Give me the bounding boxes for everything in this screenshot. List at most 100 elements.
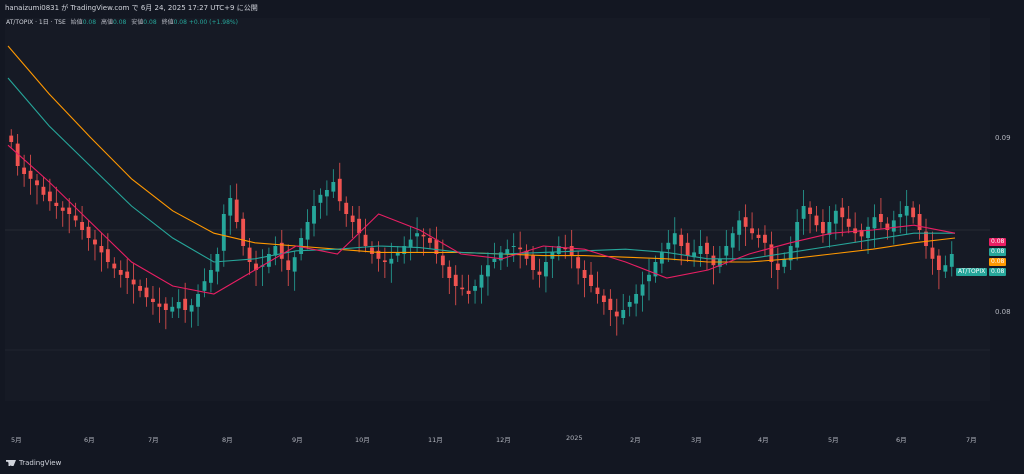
close-value: 0.08 — [173, 19, 187, 26]
time-axis[interactable]: 5月 6月 7月 8月 9月 10月 11月 12月 2025 2月 3月 4月 5月 6月 7月 — [0, 434, 1024, 448]
candle — [112, 263, 117, 269]
candle — [389, 258, 394, 264]
candle — [428, 238, 432, 243]
candle — [756, 234, 761, 238]
candle — [105, 249, 110, 262]
candle — [344, 202, 349, 214]
candle — [685, 242, 690, 256]
candle — [763, 234, 767, 243]
candle — [331, 182, 336, 192]
candle — [679, 234, 684, 246]
candle — [608, 298, 613, 310]
published-text: hanaizumi0831 が TradingView.com で 6月 24,… — [5, 4, 258, 12]
candle — [460, 287, 465, 290]
candle — [492, 258, 497, 262]
symbol-legend: AT/TOPIX · 1日 · TSE 始値0.08 高値0.08 安値0.08… — [6, 18, 238, 28]
candle — [589, 274, 593, 286]
candle — [840, 207, 845, 218]
candle — [853, 228, 858, 234]
candle — [634, 294, 639, 304]
high-value: 0.08 — [112, 19, 127, 26]
high-label: 高値 — [100, 19, 113, 26]
candle — [247, 247, 252, 262]
tradingview-logo-icon — [6, 460, 16, 466]
candle — [801, 206, 806, 219]
ma-orange-line — [7, 45, 956, 263]
candle — [28, 170, 33, 179]
candle — [157, 303, 162, 307]
candle — [434, 239, 439, 254]
candle — [724, 246, 729, 256]
time-tick-label: 5月 — [11, 436, 22, 444]
candle — [363, 234, 368, 246]
candle — [86, 226, 91, 238]
price-tick-label: 0.09 — [995, 134, 1011, 142]
candle — [421, 234, 426, 237]
candle — [15, 143, 20, 166]
candle — [878, 214, 883, 222]
symbol-price-tag: AT/TOPIX — [956, 268, 988, 276]
candle — [350, 215, 355, 222]
candle — [917, 214, 922, 230]
candle — [621, 310, 626, 318]
candle — [228, 198, 233, 216]
candle — [357, 218, 362, 234]
candle — [672, 233, 677, 245]
published-header: hanaizumi0831 が TradingView.com で 6月 24,… — [0, 0, 1024, 16]
candle — [531, 255, 535, 270]
time-tick-label: 9月 — [292, 436, 303, 444]
candle — [769, 244, 774, 262]
candle — [692, 252, 697, 258]
candle — [563, 247, 568, 250]
candle — [647, 274, 651, 282]
close-label: 終値 — [161, 19, 174, 26]
candle — [750, 228, 755, 234]
candle — [904, 206, 909, 216]
candle — [453, 274, 458, 286]
candle — [408, 239, 413, 248]
candle — [138, 286, 142, 291]
candle — [254, 263, 258, 270]
candle — [41, 186, 46, 195]
open-label: 始値 — [70, 19, 83, 26]
candle — [318, 194, 323, 203]
symbol-name[interactable]: AT/TOPIX · 1日 · TSE — [6, 19, 66, 26]
candle — [466, 290, 471, 294]
candle — [22, 167, 27, 174]
candle — [266, 254, 271, 267]
candle — [189, 305, 194, 312]
chart-area[interactable] — [5, 18, 990, 401]
candle — [601, 295, 606, 302]
candle — [576, 257, 581, 269]
candle — [273, 246, 278, 256]
time-tick-label: 8月 — [222, 436, 233, 444]
candle — [666, 242, 671, 250]
candle — [241, 218, 246, 246]
candle — [35, 180, 39, 186]
candle — [473, 286, 477, 291]
candle — [215, 254, 220, 272]
candle — [698, 246, 703, 254]
candle — [743, 217, 748, 227]
candle — [775, 263, 780, 270]
change-value: +0.00 (+1.98%) — [188, 19, 238, 26]
candle — [717, 258, 722, 267]
tradingview-logo[interactable]: TradingView — [6, 459, 61, 467]
candle — [498, 252, 503, 261]
candle — [730, 233, 735, 248]
low-label: 安値 — [131, 19, 144, 26]
candle — [73, 215, 78, 221]
candle — [163, 303, 168, 310]
candle — [814, 215, 819, 226]
candle — [511, 246, 516, 247]
tradingview-logo-text: TradingView — [19, 459, 62, 467]
candle — [653, 262, 658, 277]
candle — [60, 207, 65, 211]
candle — [479, 274, 484, 288]
time-tick-label: 7月 — [148, 436, 159, 444]
candle — [891, 220, 896, 232]
ma-pink-line — [7, 144, 956, 295]
candle — [324, 190, 329, 197]
candle — [144, 287, 149, 298]
